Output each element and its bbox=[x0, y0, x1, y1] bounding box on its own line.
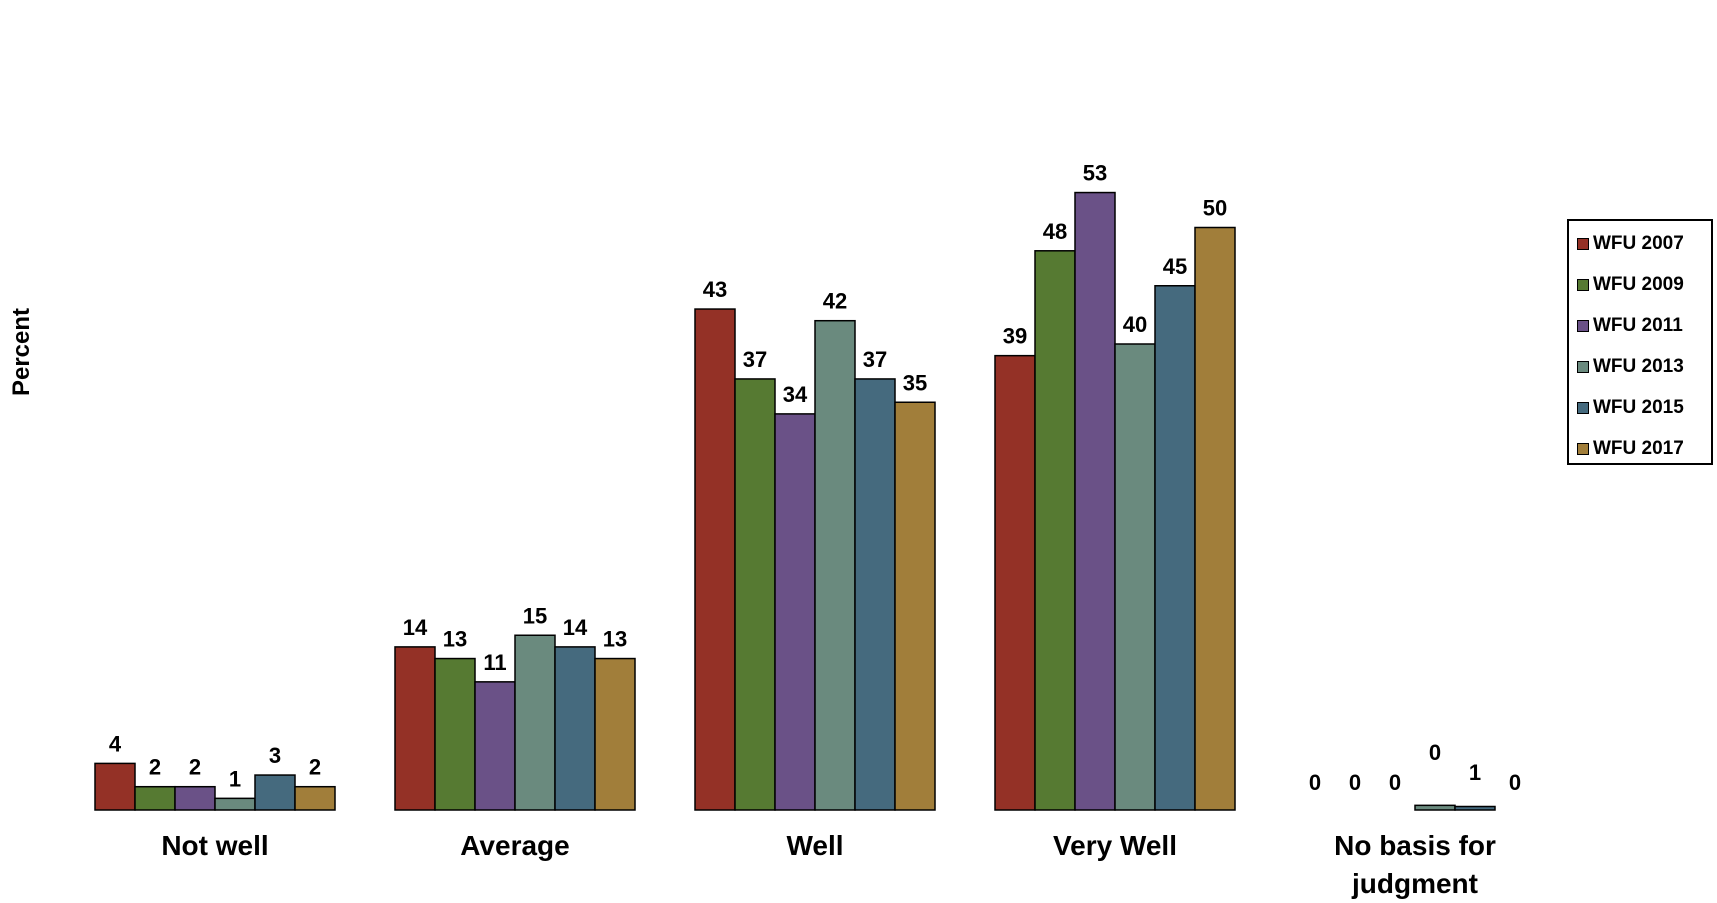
bar-very-well-wfu-2013 bbox=[1114, 343, 1156, 811]
data-label-no-basis-for-judgment-wfu-2007: 0 bbox=[1309, 770, 1321, 795]
data-label-very-well-wfu-2011: 53 bbox=[1083, 161, 1107, 186]
legend-swatch-wfu-2009 bbox=[1577, 279, 1589, 291]
data-label-very-well-wfu-2015: 45 bbox=[1163, 254, 1187, 279]
data-label-no-basis-for-judgment-wfu-2009: 0 bbox=[1349, 770, 1361, 795]
bar-average-wfu-2011 bbox=[474, 681, 516, 811]
legend-label-wfu-2015: WFU 2015 bbox=[1593, 397, 1684, 418]
bar-well-wfu-2017 bbox=[894, 401, 936, 811]
legend-label-wfu-2009: WFU 2009 bbox=[1593, 274, 1684, 295]
data-label-not-well-wfu-2007: 4 bbox=[109, 731, 122, 756]
legend-label-wfu-2017: WFU 2017 bbox=[1593, 438, 1684, 459]
bar-well-wfu-2015 bbox=[854, 378, 896, 811]
bar-average-wfu-2013 bbox=[514, 634, 556, 811]
bar-very-well-wfu-2011 bbox=[1074, 191, 1116, 811]
legend-label-wfu-2011: WFU 2011 bbox=[1593, 315, 1683, 336]
bar-average-wfu-2017 bbox=[594, 657, 636, 811]
legend-item-wfu-2009: WFU 2009 bbox=[1577, 274, 1684, 296]
legend-label-wfu-2013: WFU 2013 bbox=[1593, 356, 1684, 377]
bar-not-well-wfu-2009 bbox=[134, 785, 176, 811]
data-label-average-wfu-2007: 14 bbox=[403, 615, 428, 640]
bar-well-wfu-2009 bbox=[734, 378, 776, 811]
data-label-average-wfu-2017: 13 bbox=[603, 627, 627, 652]
bar-very-well-wfu-2017 bbox=[1194, 226, 1236, 811]
data-label-well-wfu-2015: 37 bbox=[863, 347, 887, 372]
data-label-not-well-wfu-2011: 2 bbox=[189, 755, 201, 780]
data-label-average-wfu-2015: 14 bbox=[563, 615, 588, 640]
data-label-well-wfu-2009: 37 bbox=[743, 347, 767, 372]
bar-not-well-wfu-2013 bbox=[214, 797, 256, 811]
legend-label-wfu-2007: WFU 2007 bbox=[1593, 233, 1684, 254]
data-label-well-wfu-2013: 42 bbox=[823, 289, 847, 314]
category-label-no-basis-for-judgment-line-2: judgment bbox=[1351, 868, 1478, 899]
data-label-no-basis-for-judgment-wfu-2011: 0 bbox=[1389, 770, 1401, 795]
category-label-no-basis-for-judgment-line-1: No basis for bbox=[1334, 830, 1496, 861]
category-labels-layer: Not well Average Well Very Well No basis for… bbox=[161, 830, 1496, 899]
bar-not-well-wfu-2011 bbox=[174, 785, 216, 811]
bar-very-well-wfu-2015 bbox=[1154, 285, 1196, 811]
bar-average-wfu-2015 bbox=[554, 646, 596, 811]
bar-no-basis-for-judgment-wfu-2015 bbox=[1454, 805, 1496, 811]
data-label-very-well-wfu-2009: 48 bbox=[1043, 219, 1067, 244]
bar-not-well-wfu-2017 bbox=[294, 785, 336, 811]
legend-item-wfu-2013: WFU 2013 bbox=[1577, 356, 1684, 378]
data-label-no-basis-for-judgment-wfu-2015: 1 bbox=[1469, 760, 1481, 785]
bar-no-basis-for-judgment-wfu-2013 bbox=[1414, 804, 1456, 811]
bar-very-well-wfu-2009 bbox=[1034, 250, 1076, 811]
data-label-not-well-wfu-2015: 3 bbox=[269, 743, 281, 768]
category-label-not-well: Not well bbox=[161, 830, 268, 861]
data-label-average-wfu-2011: 11 bbox=[483, 650, 506, 675]
data-label-well-wfu-2017: 35 bbox=[903, 370, 927, 395]
data-label-no-basis-for-judgment-wfu-2013: 0 bbox=[1429, 740, 1441, 765]
legend-item-wfu-2011: WFU 2011 bbox=[1577, 315, 1683, 337]
data-label-very-well-wfu-2007: 39 bbox=[1003, 324, 1027, 349]
bar-not-well-wfu-2007 bbox=[94, 762, 136, 811]
data-label-average-wfu-2013: 15 bbox=[523, 603, 547, 628]
legend-item-wfu-2017: WFU 2017 bbox=[1577, 438, 1684, 460]
data-label-well-wfu-2011: 34 bbox=[783, 382, 808, 407]
legend-item-wfu-2007: WFU 2007 bbox=[1577, 233, 1684, 255]
data-label-not-well-wfu-2013: 1 bbox=[229, 766, 241, 791]
data-label-very-well-wfu-2013: 40 bbox=[1123, 312, 1147, 337]
bar-well-wfu-2013 bbox=[814, 319, 856, 811]
legend-swatch-wfu-2007 bbox=[1577, 238, 1589, 250]
data-label-very-well-wfu-2017: 50 bbox=[1203, 196, 1227, 221]
bars-layer bbox=[94, 191, 1496, 811]
data-label-well-wfu-2007: 43 bbox=[703, 277, 727, 302]
data-label-no-basis-for-judgment-wfu-2017: 0 bbox=[1509, 770, 1521, 795]
bar-not-well-wfu-2015 bbox=[254, 774, 296, 811]
data-label-average-wfu-2009: 13 bbox=[443, 627, 467, 652]
legend-item-wfu-2015: WFU 2015 bbox=[1577, 397, 1684, 419]
legend-swatch-wfu-2013 bbox=[1577, 361, 1589, 373]
bar-average-wfu-2009 bbox=[434, 657, 476, 811]
legend: WFU 2007 WFU 2009 WFU 2011 WFU 2013 WFU 2015… bbox=[1567, 219, 1713, 465]
category-label-average: Average bbox=[460, 830, 569, 861]
data-label-not-well-wfu-2017: 2 bbox=[309, 755, 321, 780]
bar-well-wfu-2007 bbox=[694, 308, 736, 811]
bar-very-well-wfu-2007 bbox=[994, 354, 1036, 811]
bar-average-wfu-2007 bbox=[394, 646, 436, 811]
legend-swatch-wfu-2017 bbox=[1577, 443, 1589, 455]
category-label-well: Well bbox=[786, 830, 843, 861]
legend-swatch-wfu-2015 bbox=[1577, 402, 1589, 414]
bar-well-wfu-2011 bbox=[774, 413, 816, 811]
legend-swatch-wfu-2011 bbox=[1577, 320, 1589, 332]
data-label-not-well-wfu-2009: 2 bbox=[149, 755, 161, 780]
category-label-very-well: Very Well bbox=[1053, 830, 1177, 861]
